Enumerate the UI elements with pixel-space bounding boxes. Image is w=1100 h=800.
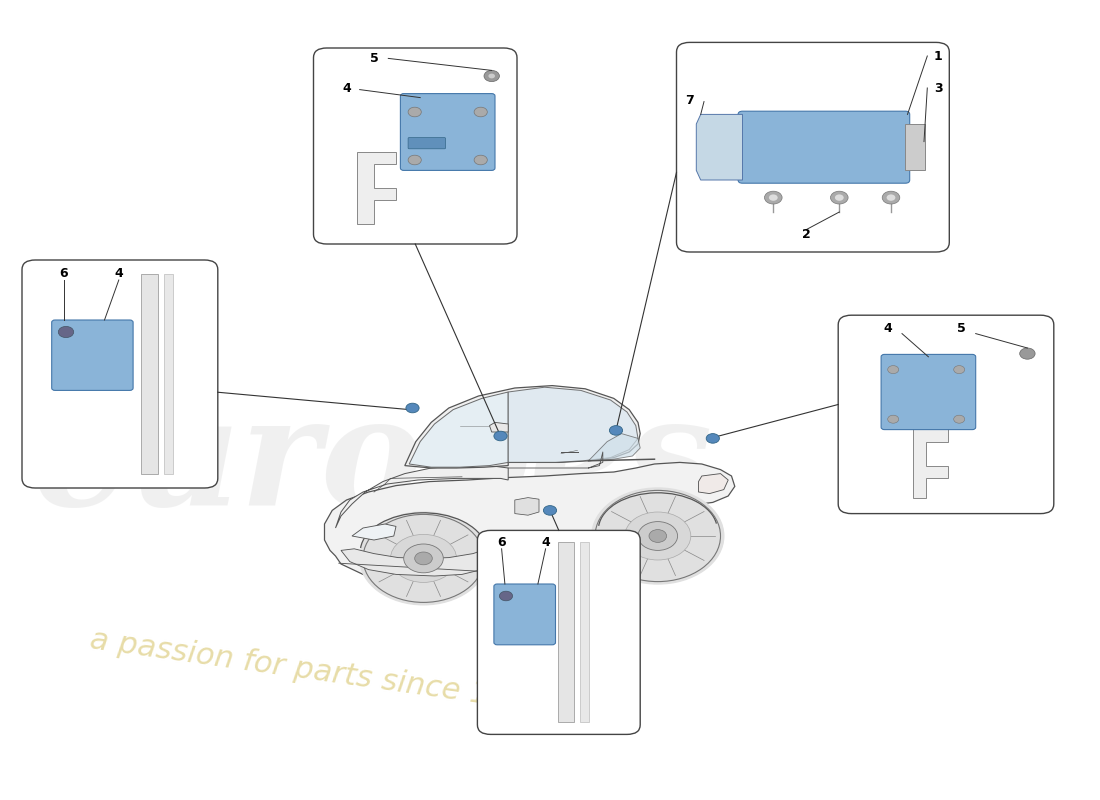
FancyBboxPatch shape bbox=[881, 354, 976, 430]
Circle shape bbox=[390, 534, 456, 582]
Polygon shape bbox=[696, 114, 742, 180]
Circle shape bbox=[830, 191, 848, 204]
Polygon shape bbox=[336, 466, 508, 528]
Circle shape bbox=[58, 326, 74, 338]
FancyBboxPatch shape bbox=[477, 530, 640, 734]
Circle shape bbox=[404, 544, 443, 573]
Circle shape bbox=[1020, 348, 1035, 359]
Circle shape bbox=[408, 107, 421, 117]
Circle shape bbox=[649, 530, 667, 542]
Polygon shape bbox=[588, 434, 640, 461]
FancyBboxPatch shape bbox=[314, 48, 517, 244]
Text: 5: 5 bbox=[957, 322, 966, 334]
FancyBboxPatch shape bbox=[738, 111, 910, 183]
Polygon shape bbox=[515, 498, 539, 515]
Circle shape bbox=[888, 415, 899, 423]
Circle shape bbox=[706, 434, 719, 443]
FancyBboxPatch shape bbox=[164, 274, 173, 474]
FancyBboxPatch shape bbox=[52, 320, 133, 390]
FancyBboxPatch shape bbox=[141, 274, 158, 474]
Text: 4: 4 bbox=[883, 322, 892, 334]
Circle shape bbox=[769, 194, 778, 201]
Polygon shape bbox=[508, 387, 638, 462]
Circle shape bbox=[474, 107, 487, 117]
Polygon shape bbox=[490, 422, 508, 432]
Circle shape bbox=[406, 403, 419, 413]
Circle shape bbox=[882, 191, 900, 204]
Circle shape bbox=[609, 426, 623, 435]
Polygon shape bbox=[405, 386, 640, 468]
FancyBboxPatch shape bbox=[676, 42, 949, 252]
Circle shape bbox=[625, 512, 691, 560]
FancyBboxPatch shape bbox=[400, 94, 495, 170]
Circle shape bbox=[415, 552, 432, 565]
Circle shape bbox=[638, 522, 678, 550]
Circle shape bbox=[499, 591, 513, 601]
Text: 2: 2 bbox=[802, 228, 811, 241]
Polygon shape bbox=[409, 392, 508, 467]
Polygon shape bbox=[358, 152, 396, 224]
Circle shape bbox=[954, 366, 965, 374]
FancyBboxPatch shape bbox=[22, 260, 218, 488]
Polygon shape bbox=[352, 524, 396, 540]
Circle shape bbox=[484, 70, 499, 82]
Circle shape bbox=[887, 194, 895, 201]
Polygon shape bbox=[341, 548, 500, 576]
FancyBboxPatch shape bbox=[558, 542, 574, 722]
Text: 7: 7 bbox=[685, 94, 694, 106]
Text: europes: europes bbox=[33, 390, 714, 538]
Circle shape bbox=[835, 194, 844, 201]
FancyBboxPatch shape bbox=[905, 124, 925, 170]
Circle shape bbox=[592, 488, 724, 584]
Text: 6: 6 bbox=[59, 267, 68, 280]
Polygon shape bbox=[913, 427, 948, 498]
Circle shape bbox=[474, 155, 487, 165]
FancyBboxPatch shape bbox=[408, 138, 446, 149]
Circle shape bbox=[543, 506, 557, 515]
Circle shape bbox=[888, 366, 899, 374]
Text: 6: 6 bbox=[497, 536, 506, 549]
Circle shape bbox=[408, 155, 421, 165]
FancyBboxPatch shape bbox=[494, 584, 556, 645]
Text: 5: 5 bbox=[370, 52, 378, 65]
Circle shape bbox=[764, 191, 782, 204]
Text: a passion for parts since 1985: a passion for parts since 1985 bbox=[88, 626, 549, 718]
Polygon shape bbox=[698, 474, 728, 494]
Text: 3: 3 bbox=[934, 82, 943, 94]
FancyBboxPatch shape bbox=[838, 315, 1054, 514]
Text: 4: 4 bbox=[541, 536, 550, 549]
Circle shape bbox=[494, 431, 507, 441]
Circle shape bbox=[360, 512, 487, 605]
FancyBboxPatch shape bbox=[580, 542, 588, 722]
Circle shape bbox=[488, 74, 495, 78]
Text: 4: 4 bbox=[342, 82, 351, 94]
Circle shape bbox=[954, 415, 965, 423]
Text: 1: 1 bbox=[934, 50, 943, 62]
Text: 4: 4 bbox=[114, 267, 123, 280]
Polygon shape bbox=[324, 462, 735, 582]
